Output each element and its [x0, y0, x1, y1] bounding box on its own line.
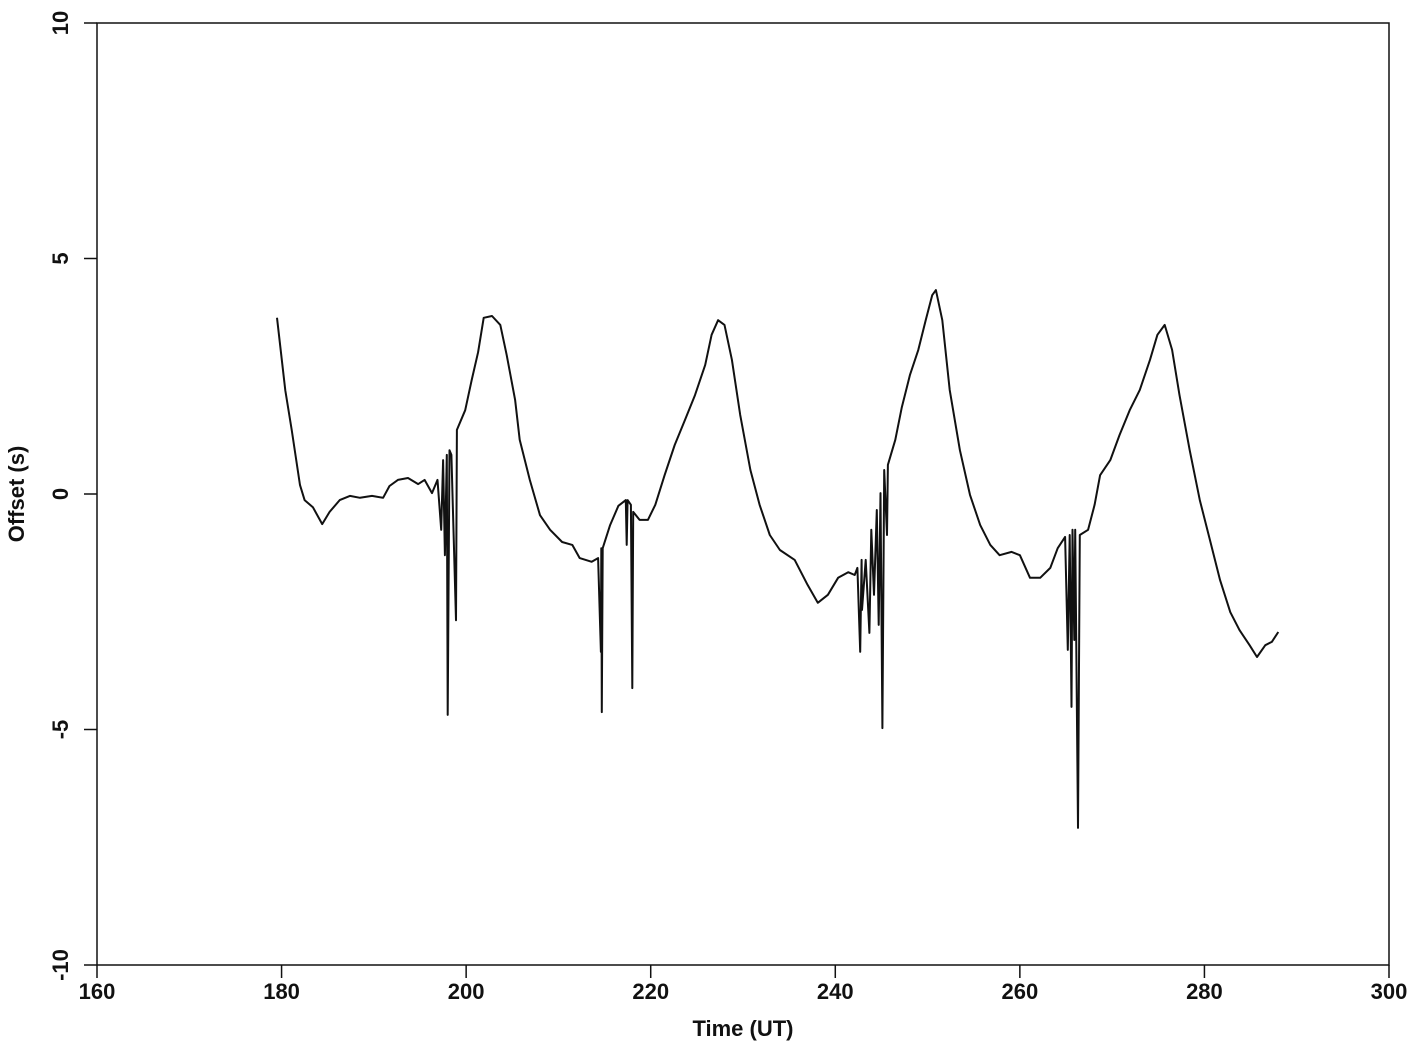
x-tick-label: 260: [1001, 979, 1038, 1004]
x-tick-label: 280: [1186, 979, 1223, 1004]
x-tick-label: 300: [1371, 979, 1408, 1004]
x-tick-label: 220: [632, 979, 669, 1004]
x-tick-label: 180: [263, 979, 300, 1004]
y-tick-label: 10: [48, 11, 73, 35]
x-tick-label: 160: [79, 979, 116, 1004]
plot-frame: [96, 22, 1390, 966]
data-line: [276, 289, 1280, 829]
y-tick-label: 0: [48, 488, 73, 500]
y-axis-title: Offset (s): [4, 446, 29, 543]
x-axis-title: Time (UT): [692, 1016, 793, 1041]
x-tick-label: 240: [817, 979, 854, 1004]
x-tick-label: 200: [448, 979, 485, 1004]
y-tick-label: -10: [48, 949, 73, 981]
y-tick-label: 5: [48, 252, 73, 264]
y-tick-label: -5: [48, 720, 73, 740]
